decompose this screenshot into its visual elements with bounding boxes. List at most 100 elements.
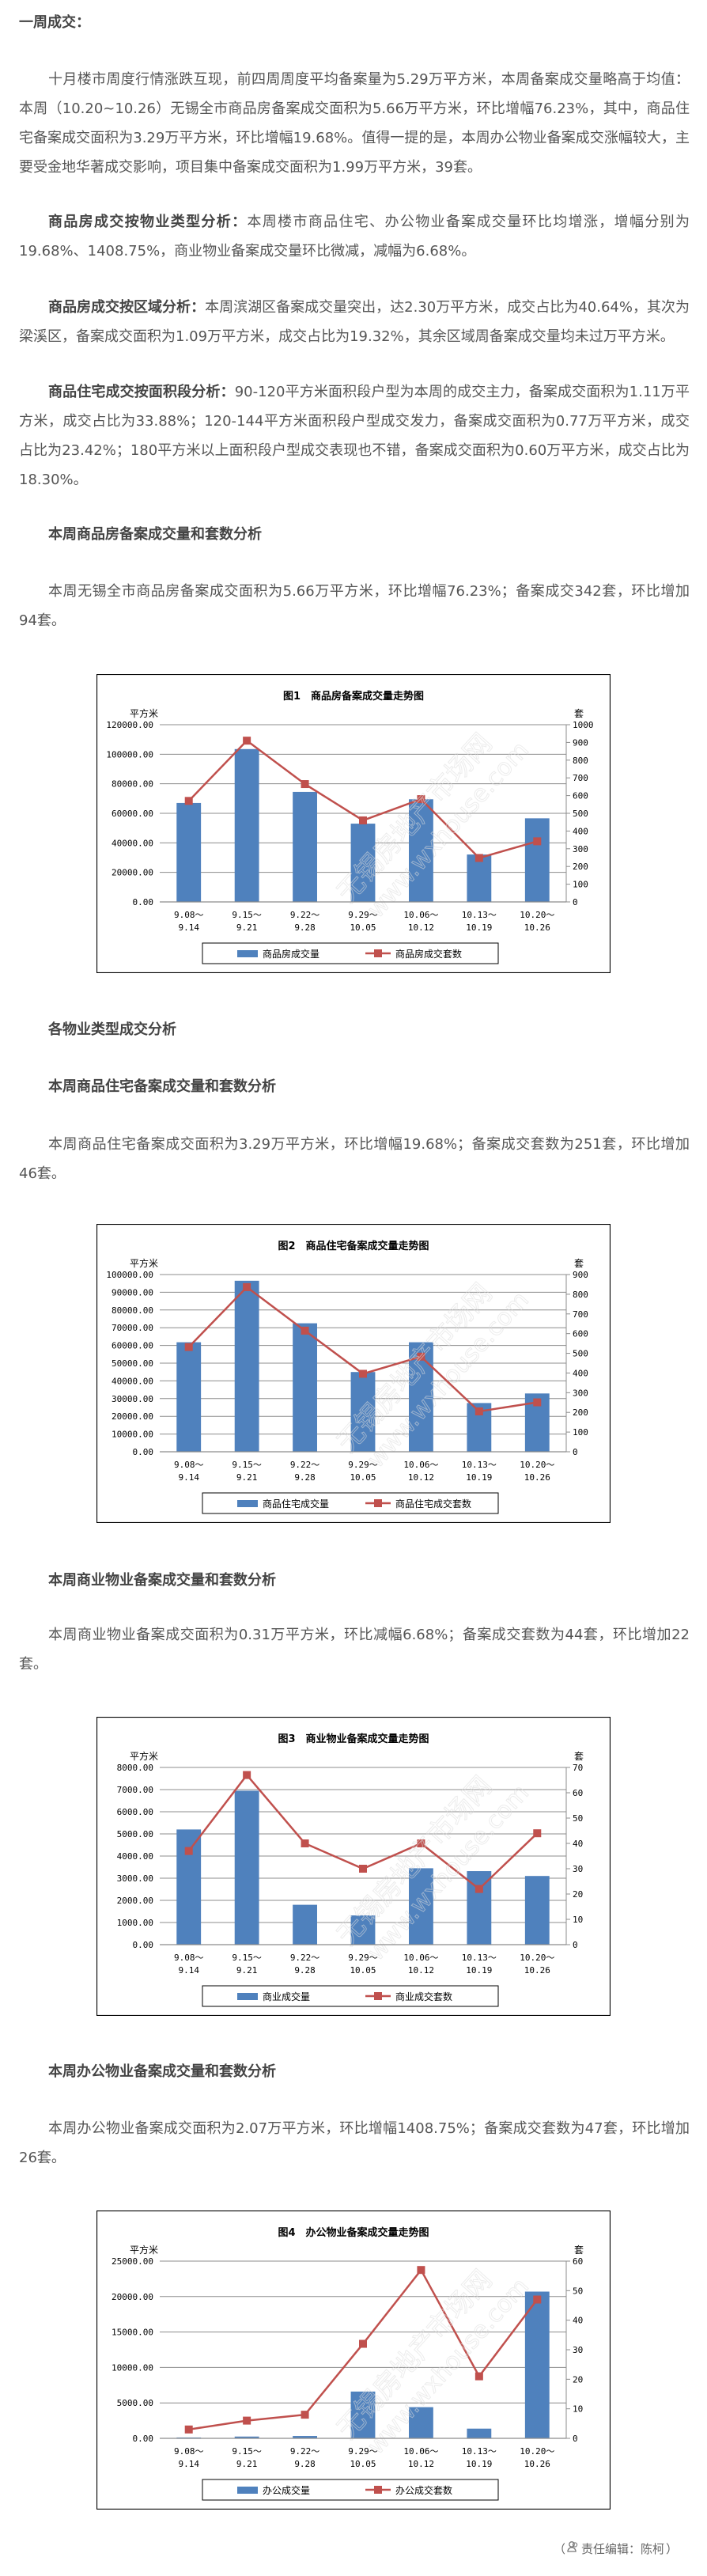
line-point [243,2416,251,2425]
x-tick-label: 10.05 [350,1472,376,1483]
right-tick-label: 30 [573,1864,583,1874]
chart-title: 图2 商品住宅备案成交量走势图 [278,1240,429,1252]
x-tick-label: 9.08～ [174,2446,204,2457]
right-tick-label: 200 [573,1407,588,1418]
right-tick-label: 400 [573,826,588,836]
line-point [359,1369,367,1378]
x-tick-label: 10.05 [350,922,376,933]
right-tick-label: 20 [573,2374,583,2385]
line-point [243,1771,251,1779]
legend-bar-swatch [237,1500,258,1507]
x-tick-label: 10.19 [466,1472,492,1483]
commercial-paragraph: 本周商业物业备案成交面积为0.31万平方米，环比减幅6.68%；备案成交套数为4… [19,1627,690,1673]
left-tick-label: 3000.00 [117,1873,153,1884]
bar [409,799,433,902]
line-point [359,1865,367,1873]
right-tick-label: 200 [573,862,588,872]
area-segment-paragraph: 商品住宅成交按面积段分析：90-120平方米面积段户型为本周的成交主力，备案成交… [19,377,690,494]
chart-frame [96,2210,611,2510]
heading-office: 本周办公物业备案成交量和套数分析 [48,2063,276,2080]
legend-bar-swatch [237,950,258,957]
x-tick-label: 9.15～ [232,1953,262,1963]
right-axis-unit: 套 [574,1258,584,1269]
left-tick-label: 20000.00 [112,1411,153,1422]
right-tick-label: 60 [573,1788,583,1798]
line-point [184,797,193,805]
district-paragraph: 商品房成交按区域分析：本周滨湖区备案成交量突出，达2.30万平方米，成交占比为4… [19,293,690,351]
left-tick-label: 0.00 [133,1940,154,1950]
x-tick-label: 10.06～ [403,1460,438,1470]
x-tick-label: 10.12 [408,922,434,933]
x-tick-label: 9.28 [294,922,316,933]
x-tick-label: 10.12 [408,2459,434,2469]
line-point [184,1847,193,1855]
bar [467,2428,492,2438]
section-title: 一周成交： [19,14,90,31]
right-tick-label: 300 [573,844,588,854]
x-tick-label: 9.15～ [232,910,262,920]
right-tick-label: 700 [573,773,588,783]
right-tick-label: 0 [573,2434,578,2444]
heading-residential: 本周商品住宅备案成交量和套数分析 [48,1078,276,1095]
legend-line-marker [374,1499,382,1507]
right-tick-label: 60 [573,2256,583,2267]
x-tick-label: 9.29～ [348,1953,378,1963]
right-tick-label: 20 [573,1889,583,1900]
right-tick-label: 600 [573,791,588,801]
right-tick-label: 800 [573,1290,588,1300]
legend-bar-label: 商品房成交量 [263,948,319,960]
x-tick-label: 10.13～ [462,1460,497,1470]
summary-paragraph: 十月楼市周度行情涨跌互现，前四周周度平均备案量为5.29万平方米，本周备案成交量… [19,71,690,176]
x-tick-label: 10.20～ [520,1460,554,1470]
left-tick-label: 40000.00 [112,838,153,848]
right-tick-label: 700 [573,1309,588,1320]
left-tick-label: 20000.00 [112,868,153,878]
left-tick-label: 0.00 [133,1447,154,1457]
right-tick-label: 500 [573,809,588,819]
right-tick-label: 600 [573,1329,588,1339]
left-tick-label: 30000.00 [112,1394,153,1404]
line-point [301,1839,309,1847]
left-tick-label: 90000.00 [112,1287,153,1297]
left-tick-label: 0.00 [133,2434,154,2444]
right-tick-label: 10 [573,1915,583,1925]
line-point [533,2295,542,2304]
legend-bar-label: 商品住宅成交量 [263,1498,329,1510]
legend-line-label: 商品房成交套数 [395,948,462,960]
left-tick-label: 1000.00 [117,1918,153,1928]
x-tick-label: 9.14 [178,922,199,933]
right-tick-label: 40 [573,2316,583,2326]
left-tick-label: 40000.00 [112,1376,153,1386]
x-tick-label: 9.28 [294,1965,316,1976]
right-axis-unit: 套 [574,1751,584,1762]
right-tick-label: 300 [573,1388,588,1398]
x-tick-label: 9.15～ [232,1460,262,1470]
x-tick-label: 9.29～ [348,910,378,920]
paren-close: ） [665,2542,678,2556]
chart-2: 图2 商品住宅备案成交量走势图 平方米 套 0.00 10000.00 20000.00 3… [96,1224,611,1523]
bar [409,2407,433,2438]
line-point [474,854,483,862]
left-tick-label: 2000.00 [117,1896,153,1906]
x-tick-label: 10.19 [466,1965,492,1976]
bar [293,2436,317,2438]
line-point [474,1407,483,1415]
left-tick-label: 8000.00 [117,1763,153,1773]
line-point [533,1829,542,1838]
left-tick-label: 60000.00 [112,1341,153,1351]
right-tick-label: 40 [573,1839,583,1849]
right-tick-label: 900 [573,1270,588,1280]
x-tick-label: 10.05 [350,2459,376,2469]
x-tick-label: 9.28 [294,1472,316,1483]
x-tick-label: 9.22～ [290,1460,320,1470]
line-point [417,2266,425,2275]
line-point [474,2372,483,2381]
residential-paragraph: 本周商品住宅备案成交面积为3.29万平方米，环比增幅19.68%；备案成交套数为… [19,1136,690,1182]
left-tick-label: 60000.00 [112,809,153,819]
right-tick-label: 70 [573,1763,583,1773]
x-tick-label: 9.21 [236,1472,258,1483]
x-tick-label: 9.29～ [348,1460,378,1470]
line-point [533,1398,542,1407]
bar [524,2291,550,2438]
